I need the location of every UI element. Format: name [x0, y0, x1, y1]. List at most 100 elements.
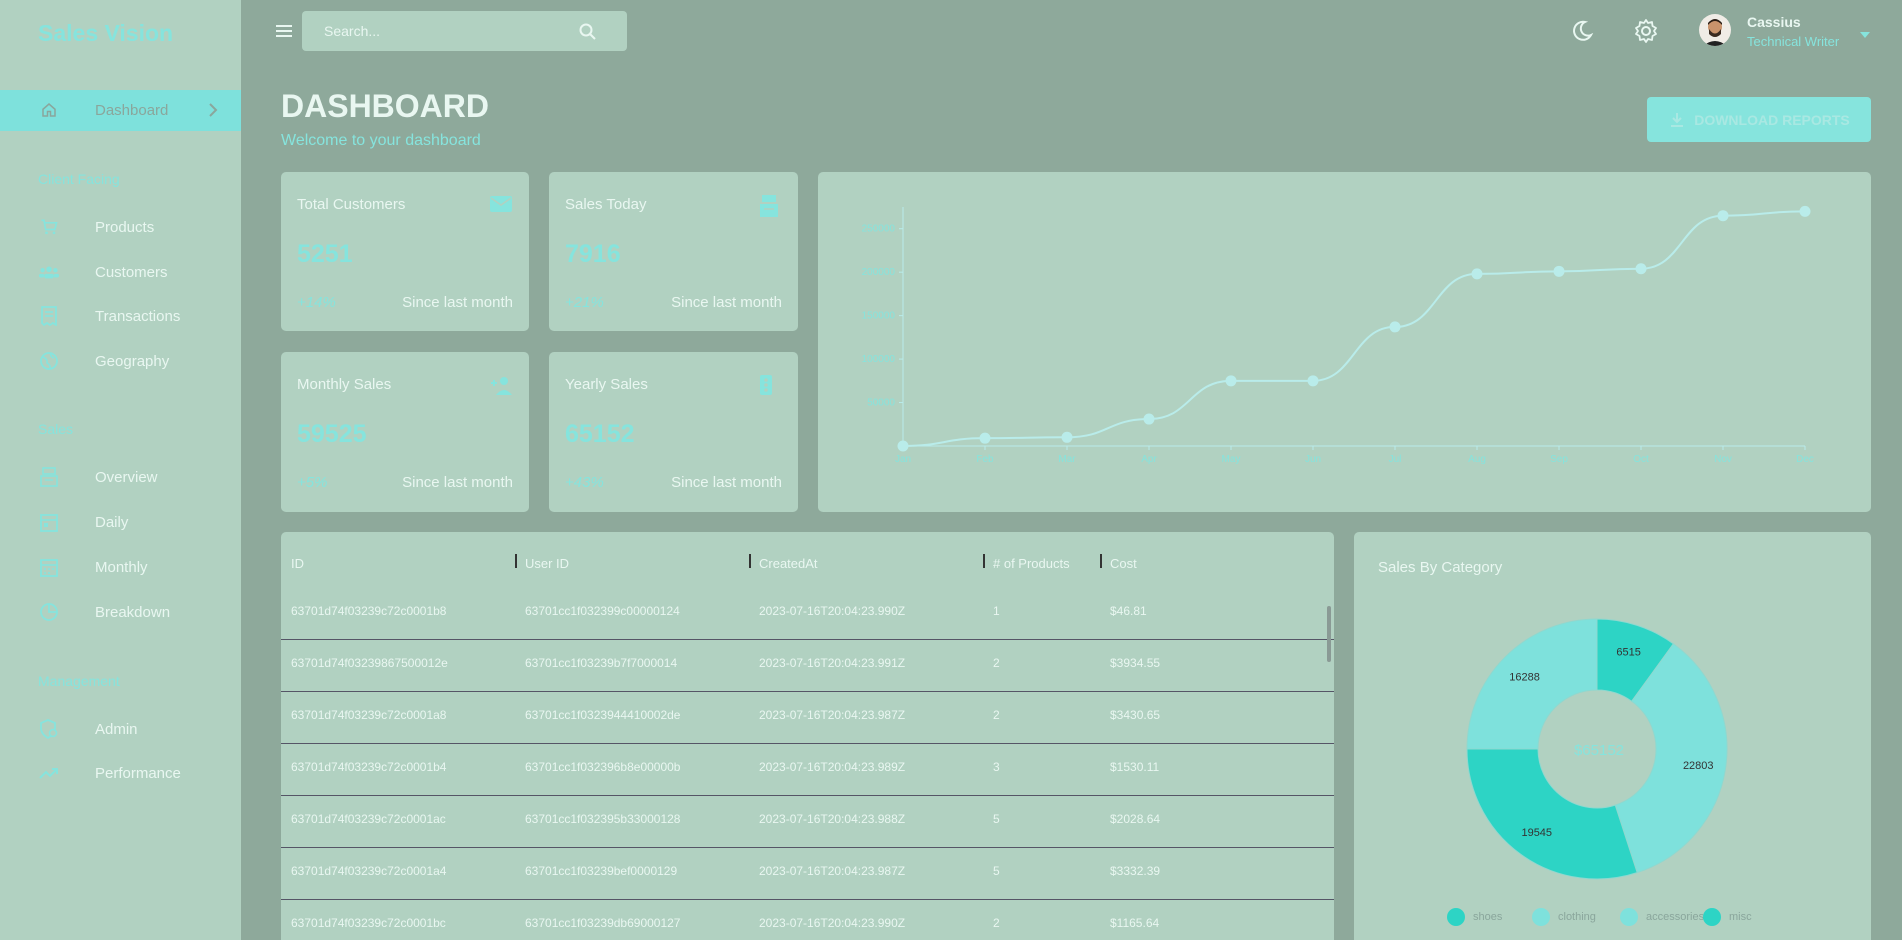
menu-button[interactable]: [272, 20, 296, 42]
receipt-icon: [38, 305, 60, 327]
column-header[interactable]: Cost: [1110, 555, 1137, 571]
data-point[interactable]: [979, 432, 991, 444]
search-icon[interactable]: [576, 20, 600, 44]
column-separator[interactable]: [1100, 554, 1102, 568]
download-reports-button[interactable]: DOWNLOAD REPORTS: [1647, 97, 1871, 142]
search-bar: [302, 11, 627, 51]
legend-item-accessories[interactable]: accessories: [1620, 908, 1704, 926]
y-tick-label: 200000: [862, 267, 896, 278]
sidebar-item-daily[interactable]: Daily: [0, 504, 241, 540]
stat-value: 5251: [297, 240, 353, 268]
pie-title: Sales By Category: [1378, 559, 1503, 576]
stat-card-yearly-sales: Yearly Sales 65152 +43% Since last month: [549, 352, 798, 512]
stat-since: Since last month: [671, 294, 782, 311]
column-header[interactable]: CreatedAt: [759, 555, 818, 571]
slice-label: 6515: [1616, 647, 1640, 659]
table-row[interactable]: 63701d74f03239867500012e 63701cc1f03239b7…: [281, 640, 1334, 692]
table-cell: $3430.65: [1110, 708, 1161, 722]
table-row[interactable]: 63701d74f03239c72c0001ac 63701cc1f032395b…: [281, 796, 1334, 848]
sidebar-item-dashboard[interactable]: Dashboard: [0, 90, 241, 131]
data-point[interactable]: [1225, 375, 1237, 387]
legend-swatch: [1532, 908, 1550, 926]
y-tick-label: 250000: [862, 224, 896, 235]
sidebar-item-label: Geography: [95, 352, 170, 370]
table-cell: 63701cc1f03239db69000127: [525, 916, 681, 930]
slice-label: 22803: [1683, 760, 1714, 772]
table-cell: 1: [993, 604, 1000, 618]
legend-item-clothing[interactable]: clothing: [1532, 908, 1596, 926]
download-reports-label: DOWNLOAD REPORTS: [1694, 111, 1850, 128]
data-point[interactable]: [1635, 263, 1647, 275]
table-row[interactable]: 63701d74f03239c72c0001b4 63701cc1f032396b…: [281, 744, 1334, 796]
pie-slice-clothing[interactable]: [1614, 643, 1728, 874]
avatar[interactable]: [1699, 14, 1731, 46]
data-point[interactable]: [1553, 265, 1565, 277]
sidebar-item-overview[interactable]: Overview: [0, 459, 241, 495]
table-row[interactable]: 63701d74f03239c72c0001a8 63701cc1f0323944…: [281, 692, 1334, 744]
arrow-drop-down-icon[interactable]: [1859, 26, 1871, 38]
dark-mode-icon[interactable]: [1569, 18, 1595, 44]
data-point[interactable]: [1307, 375, 1319, 387]
slice-label: 16288: [1509, 672, 1540, 684]
data-point[interactable]: [1143, 413, 1155, 425]
brand-logo[interactable]: Sales Vision: [38, 20, 174, 46]
table-cell: 63701d74f03239c72c0001a4: [291, 864, 447, 878]
data-point[interactable]: [1799, 205, 1811, 217]
column-header[interactable]: ID: [291, 555, 304, 571]
sidebar-item-label: Overview: [95, 468, 158, 486]
line-series: [902, 210, 1806, 447]
table-cell: $1530.11: [1110, 760, 1160, 774]
table-row[interactable]: 63701d74f03239c72c0001bc 63701cc1f03239db…: [281, 900, 1334, 940]
table-cell: 63701cc1f0323944410002de: [525, 708, 681, 722]
x-tick-label: Nov: [1714, 454, 1732, 465]
legend-swatch: [1620, 908, 1638, 926]
x-tick-label: Oct: [1633, 454, 1649, 465]
table-cell: $1165.64: [1110, 916, 1160, 930]
column-separator[interactable]: [515, 554, 517, 568]
sidebar-item-monthly[interactable]: Monthly: [0, 549, 241, 585]
column-header[interactable]: User ID: [525, 555, 570, 571]
legend-label: accessories: [1646, 911, 1705, 923]
sidebar-item-admin[interactable]: Admin: [0, 711, 241, 747]
sidebar-item-label: Products: [95, 218, 155, 236]
sidebar-item-transactions[interactable]: Transactions: [0, 298, 241, 334]
table-row[interactable]: 63701d74f03239c72c0001b8 63701cc1f032399c…: [281, 588, 1334, 640]
legend-label: misc: [1729, 911, 1752, 923]
data-point[interactable]: [1471, 268, 1483, 280]
slice-label: 19545: [1521, 827, 1552, 839]
sidebar-item-performance[interactable]: Performance: [0, 755, 241, 791]
column-header[interactable]: # of Products: [993, 555, 1070, 571]
x-tick-label: Dec: [1796, 454, 1814, 465]
data-point[interactable]: [1717, 210, 1729, 222]
stat-title: Yearly Sales: [565, 376, 648, 393]
legend-item-misc[interactable]: misc: [1703, 908, 1752, 926]
user-name: Cassius: [1747, 14, 1801, 30]
table-cell: 63701d74f03239867500012e: [291, 656, 448, 670]
scrollbar[interactable]: [1327, 606, 1331, 662]
data-point[interactable]: [1389, 321, 1401, 333]
pie-chart: 6515 22803 19545 16288 $65152: [1466, 618, 1728, 880]
admin-icon: [38, 718, 60, 740]
transactions-table: ID User ID CreatedAt # of Products Cost 6370…: [281, 532, 1334, 940]
sidebar: Sales Vision Dashboard Client Facing Pro…: [0, 0, 241, 940]
x-tick-label: Mar: [1058, 454, 1076, 465]
sidebar-item-geography[interactable]: Geography: [0, 343, 241, 379]
pie-slice-accessories[interactable]: [1466, 748, 1638, 880]
pie-slice-misc[interactable]: [1466, 618, 1598, 750]
sidebar-item-breakdown[interactable]: Breakdown: [0, 594, 241, 630]
column-separator[interactable]: [983, 554, 985, 568]
data-point[interactable]: [1061, 431, 1073, 443]
stat-title: Total Customers: [297, 196, 406, 213]
calendar-month-icon: [38, 556, 60, 578]
stat-since: Since last month: [671, 474, 782, 491]
table-row[interactable]: 63701d74f03239c72c0001a4 63701cc1f03239be…: [281, 848, 1334, 900]
section-sales: Sales: [38, 421, 74, 437]
legend-item-shoes[interactable]: shoes: [1447, 908, 1502, 926]
column-separator[interactable]: [749, 554, 751, 568]
gear-icon[interactable]: [1633, 18, 1659, 44]
section-management: Management: [38, 673, 120, 689]
sidebar-item-products[interactable]: Products: [0, 209, 241, 245]
user-role: Technical Writer: [1747, 34, 1840, 49]
search-input[interactable]: [324, 21, 574, 41]
sidebar-item-customers[interactable]: Customers: [0, 254, 241, 290]
